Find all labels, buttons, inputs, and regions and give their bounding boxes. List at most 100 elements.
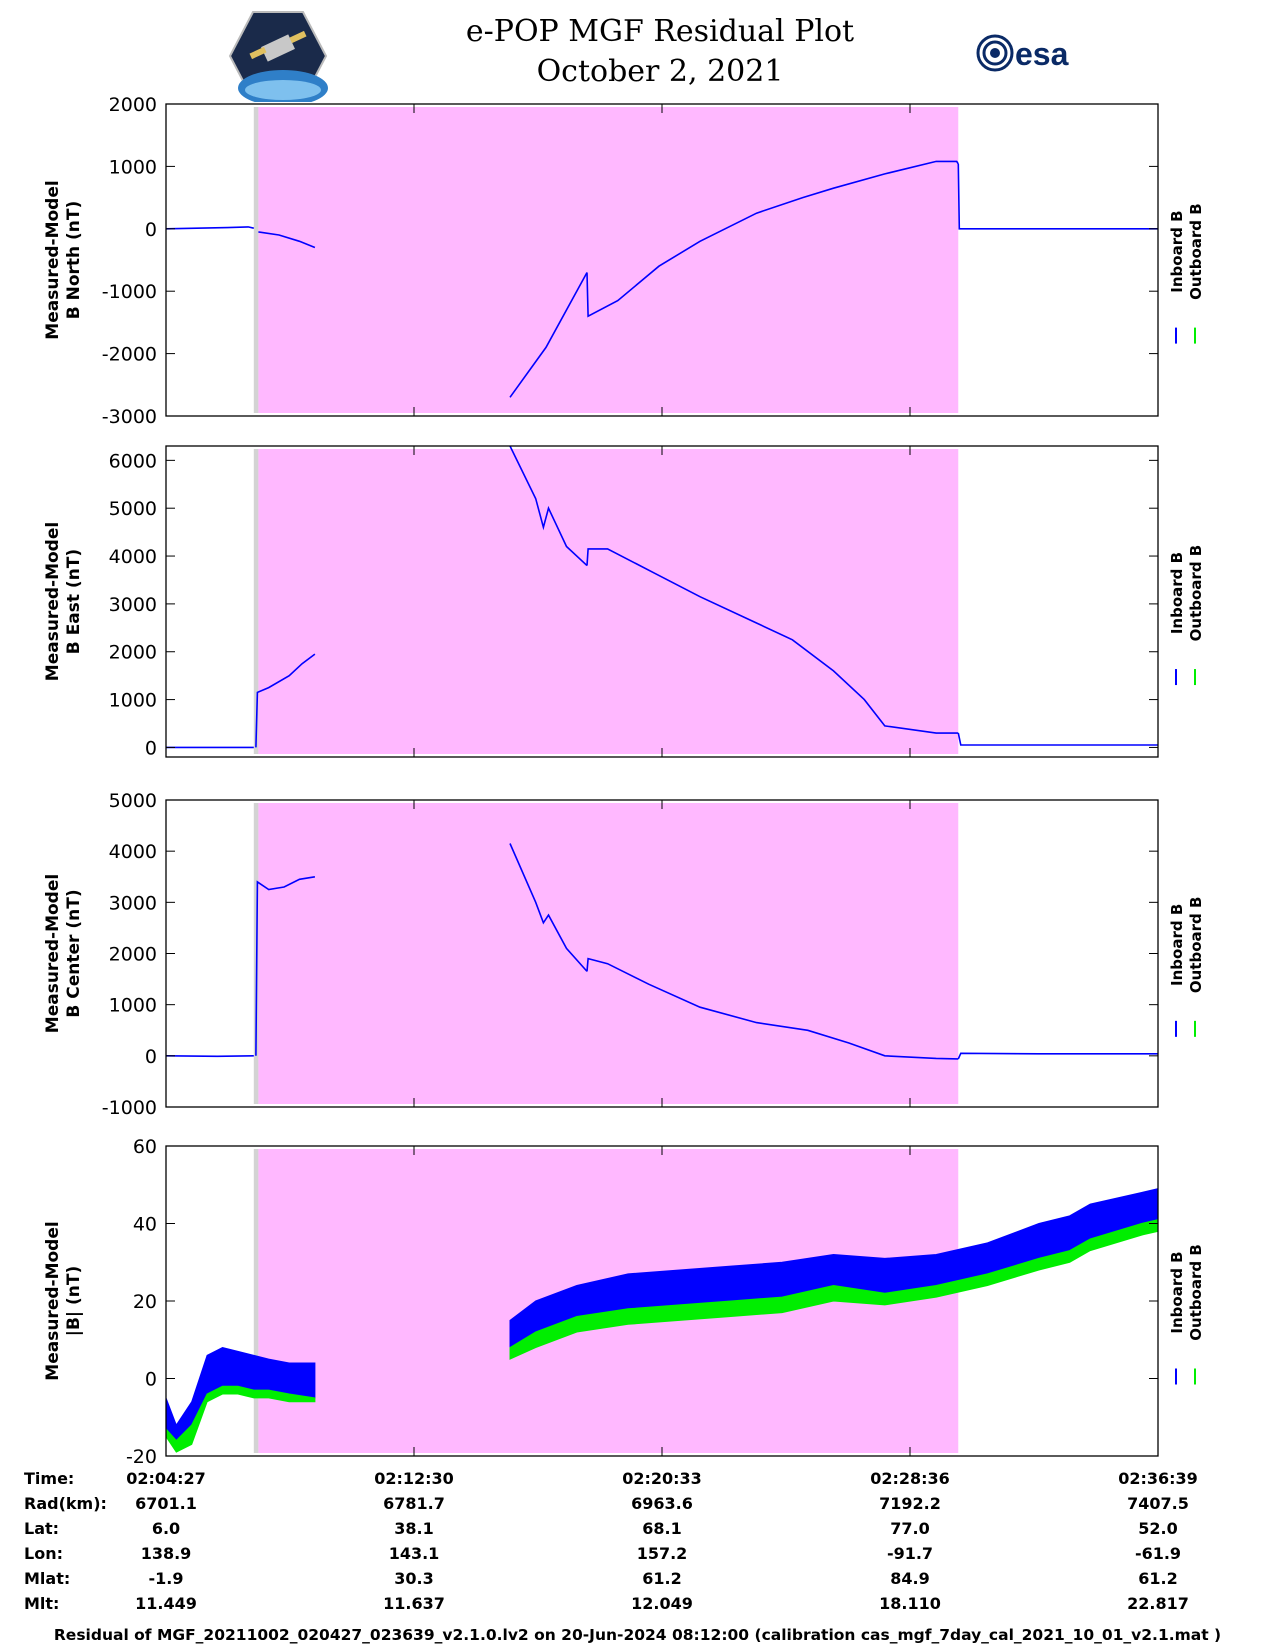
y-axis-label-line-2: |B| (nT) bbox=[64, 1266, 84, 1337]
y-tick-label: 2000 bbox=[109, 94, 157, 116]
series-line-1-seg-4 bbox=[586, 160, 959, 318]
legend-inboard-label: Inboard B bbox=[1168, 1251, 1186, 1333]
cassiope-satellite-logo bbox=[228, 11, 328, 102]
y-axis-label-line-1: Measured-Model bbox=[43, 874, 63, 1033]
ephemeris-row-label: Time: bbox=[24, 1469, 74, 1488]
y-axis-label-line-2: B Center (nT) bbox=[64, 889, 84, 1017]
ephemeris-cell: 02:28:36 bbox=[870, 1469, 950, 1488]
series-line-1-seg-4 bbox=[586, 957, 959, 1060]
ephemeris-cell: 11.449 bbox=[135, 1594, 197, 1613]
legend-outboard-label: Outboard B bbox=[1187, 545, 1205, 642]
ephemeris-cell: 77.0 bbox=[890, 1519, 929, 1538]
series-line-1-seg-1 bbox=[166, 226, 254, 230]
ephemeris-row-label: Mlat: bbox=[24, 1569, 70, 1588]
y-tick-label: 3000 bbox=[109, 892, 157, 914]
ephemeris-cell: 38.1 bbox=[394, 1519, 433, 1538]
series-band-2-seg-1 bbox=[166, 1385, 316, 1453]
y-tick-label: 3000 bbox=[109, 594, 157, 616]
gray-shade bbox=[253, 107, 259, 413]
y-axis-label-line-1: Measured-Model bbox=[43, 180, 63, 339]
title-line-2: October 2, 2021 bbox=[536, 54, 784, 89]
y-tick-label: 4000 bbox=[109, 841, 157, 863]
legend-outboard-label: Outboard B bbox=[1187, 897, 1205, 994]
ephemeris-cell: 02:20:33 bbox=[622, 1469, 702, 1488]
ephemeris-cell: 84.9 bbox=[890, 1569, 929, 1588]
y-tick-label: 0 bbox=[145, 737, 157, 759]
y-tick-label: 60 bbox=[133, 1136, 157, 1158]
ephemeris-cell: 52.0 bbox=[1138, 1519, 1177, 1538]
ephemeris-cell: 02:36:39 bbox=[1118, 1469, 1198, 1488]
series-line-1-seg-3 bbox=[509, 446, 588, 567]
panel-4: -20 0 20 40 60 Measured-Model|B| (nT) Inboard … bbox=[43, 1136, 1205, 1468]
y-tick-label: 1000 bbox=[109, 690, 157, 712]
ephemeris-cell: -91.7 bbox=[887, 1544, 933, 1563]
y-axis-label: Measured-Model|B| (nT) bbox=[43, 1221, 84, 1380]
gray-shade bbox=[253, 1149, 259, 1453]
ephemeris-cell: 6701.1 bbox=[135, 1494, 197, 1513]
ephemeris-cell: 02:04:27 bbox=[126, 1469, 206, 1488]
ephemeris-cell: 18.110 bbox=[879, 1594, 941, 1613]
y-axis-label: Measured-ModelB East (nT) bbox=[43, 522, 84, 681]
legend-inboard-label: Inboard B bbox=[1168, 904, 1186, 986]
ephemeris-cell: 143.1 bbox=[389, 1544, 440, 1563]
y-tick-label: 40 bbox=[133, 1214, 157, 1236]
y-tick-label: 2000 bbox=[109, 642, 157, 664]
y-tick-label: -1000 bbox=[102, 281, 157, 303]
series-line-1-seg-4 bbox=[586, 548, 959, 734]
y-axis-label: Measured-ModelB Center (nT) bbox=[43, 874, 84, 1033]
ephemeris-cell: 157.2 bbox=[637, 1544, 688, 1563]
ephemeris-row-label: Lat: bbox=[24, 1519, 59, 1538]
ephemeris-cell: -61.9 bbox=[1135, 1544, 1181, 1563]
y-axis-label-line-1: Measured-Model bbox=[43, 1221, 63, 1380]
legend-outboard-label: Outboard B bbox=[1187, 1244, 1205, 1341]
gray-shade bbox=[253, 449, 259, 754]
chart-title: e-POP MGF Residual Plot October 2, 2021 bbox=[340, 12, 980, 92]
y-tick-label: 0 bbox=[145, 1046, 157, 1068]
title-line-1: e-POP MGF Residual Plot bbox=[465, 14, 855, 49]
y-tick-label: -20 bbox=[126, 1446, 157, 1468]
ephemeris-cell: 138.9 bbox=[141, 1544, 192, 1563]
ephemeris-row-label: Lon: bbox=[24, 1544, 63, 1563]
legend-outboard-label: Outboard B bbox=[1187, 203, 1205, 300]
pink-shade bbox=[258, 449, 959, 754]
ephemeris-table: Time: Rad(km): Lat: Lon: Mlat: Mlt: 02:04:27 67… bbox=[24, 1469, 1198, 1613]
ephemeris-cell: 61.2 bbox=[1138, 1569, 1177, 1588]
y-tick-label: 1000 bbox=[109, 995, 157, 1017]
esa-logo-text: esa bbox=[1015, 36, 1069, 72]
panel-1: -3000 -2000 -1000 0 1000 2000 Measured-ModelB … bbox=[43, 94, 1205, 428]
series-line-1-seg-5 bbox=[957, 1052, 1158, 1060]
ephemeris-cell: 12.049 bbox=[631, 1594, 693, 1613]
ephemeris-cell: 7407.5 bbox=[1127, 1494, 1189, 1513]
ephemeris-cell: -1.9 bbox=[149, 1569, 184, 1588]
ephemeris-row-label: Rad(km): bbox=[24, 1494, 107, 1513]
ephemeris-cell: 11.637 bbox=[383, 1594, 445, 1613]
ephemeris-cell: 61.2 bbox=[642, 1569, 681, 1588]
y-tick-label: 5000 bbox=[109, 498, 157, 520]
series-band-2-seg-2 bbox=[509, 1219, 1158, 1360]
y-tick-label: 1000 bbox=[109, 156, 157, 178]
footer-caption: Residual of MGF_20211002_020427_023639_v… bbox=[53, 1626, 1222, 1644]
series-line-1-seg-1 bbox=[166, 1055, 254, 1058]
y-axis-label-line-2: B East (nT) bbox=[64, 549, 84, 654]
legend-inboard-label: Inboard B bbox=[1168, 552, 1186, 634]
y-tick-label: 5000 bbox=[109, 790, 157, 812]
y-tick-label: 2000 bbox=[109, 944, 157, 966]
series-line-1-seg-2 bbox=[258, 231, 316, 249]
y-tick-label: -1000 bbox=[102, 1097, 157, 1119]
y-axis-label-line-2: B North (nT) bbox=[64, 201, 84, 320]
y-tick-label: 20 bbox=[133, 1291, 157, 1313]
ephemeris-cell: 6.0 bbox=[152, 1519, 180, 1538]
panel-3: -1000 0 1000 2000 3000 4000 5000 Measured-Model… bbox=[43, 790, 1205, 1119]
series-line-1-seg-2 bbox=[255, 876, 316, 1056]
pink-shade bbox=[258, 803, 959, 1104]
y-tick-label: 0 bbox=[145, 1369, 157, 1391]
ephemeris-cell: 02:12:30 bbox=[374, 1469, 454, 1488]
y-axis-label: Measured-ModelB North (nT) bbox=[43, 180, 84, 339]
ephemeris-cell: 30.3 bbox=[394, 1569, 433, 1588]
ephemeris-cell: 6963.6 bbox=[631, 1494, 693, 1513]
ephemeris-cell: 22.817 bbox=[1127, 1594, 1189, 1613]
series-line-1-seg-2 bbox=[255, 653, 316, 748]
series-line-1-seg-5 bbox=[957, 163, 1158, 230]
ephemeris-row-label: Mlt: bbox=[24, 1594, 59, 1613]
